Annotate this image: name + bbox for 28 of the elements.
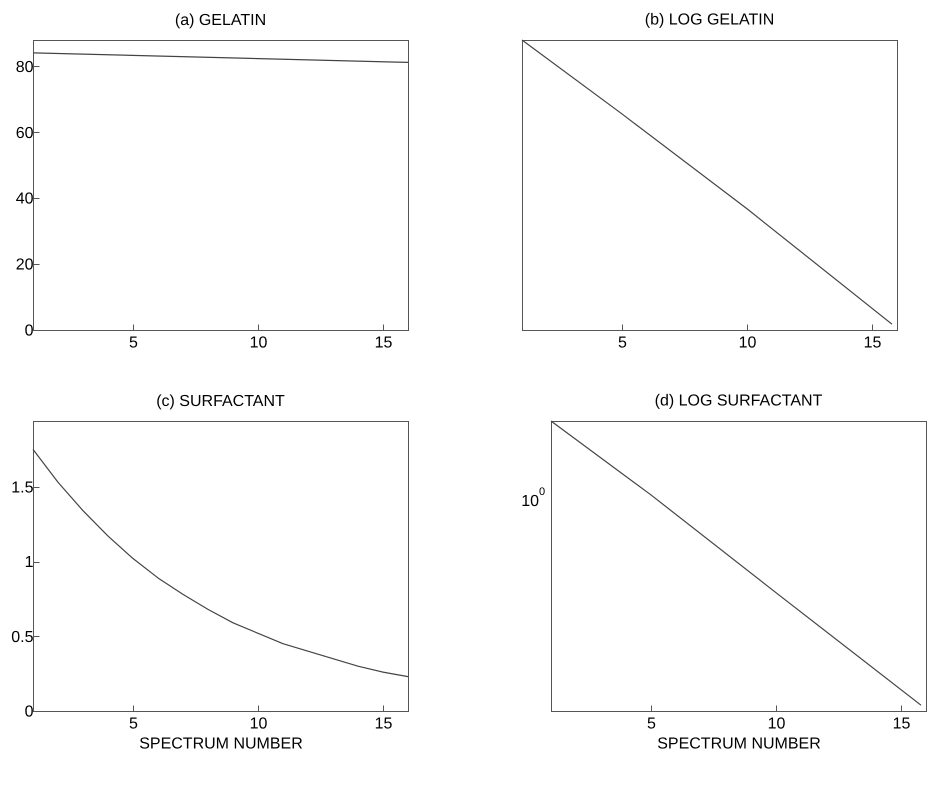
x-tick-label: 15 [374,716,392,732]
x-tick-label: 10 [738,334,756,352]
x-axis-title: SPECTRUM NUMBER [139,736,303,752]
x-tick-label: 5 [618,334,628,352]
y-tick-label: 20 [16,256,34,274]
y-tick-label: 40 [16,190,34,208]
y-tick-label: 80 [16,58,34,76]
x-tick-label: 10 [250,334,268,352]
x-tick-label: 5 [129,334,138,352]
y-tick-label: 1.5 [11,479,34,496]
y-tick-label: 60 [16,124,34,142]
chart-title: (b) LOG GELATIN [644,11,774,28]
chart-title: (a) GELATIN [174,12,266,29]
x-tick-label: 10 [250,716,268,732]
chart-title: (d) LOG SURFACTANT [654,392,823,410]
chart-title: (c) SURFACTANT [156,393,286,410]
x-axis-title: SPECTRUM NUMBER [657,736,821,752]
y-tick-label: 1 [24,554,34,572]
x-tick-label: 5 [129,716,138,732]
x-tick-label: 15 [864,334,882,352]
y-tick-label: 0 [24,322,34,340]
x-tick-label: 15 [374,334,392,352]
x-tick-label: 15 [892,716,910,732]
x-tick-label: 5 [647,716,656,732]
y-tick-label: 0.5 [11,628,34,646]
line-series [32,448,409,678]
y-tick-label: 0 [24,704,34,720]
x-tick-label: 10 [768,716,786,732]
